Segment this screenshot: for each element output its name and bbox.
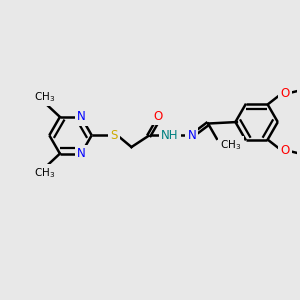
Text: N: N xyxy=(77,147,85,160)
Text: O: O xyxy=(153,110,163,123)
Text: CH$_3$: CH$_3$ xyxy=(34,167,55,180)
Text: CH$_3$: CH$_3$ xyxy=(220,138,242,152)
Text: O: O xyxy=(280,144,289,157)
Text: O: O xyxy=(280,87,289,100)
Text: CH$_3$: CH$_3$ xyxy=(34,90,55,104)
Text: N: N xyxy=(188,129,196,142)
Text: N: N xyxy=(77,110,85,123)
Text: NH: NH xyxy=(161,129,178,142)
Text: S: S xyxy=(110,129,118,142)
